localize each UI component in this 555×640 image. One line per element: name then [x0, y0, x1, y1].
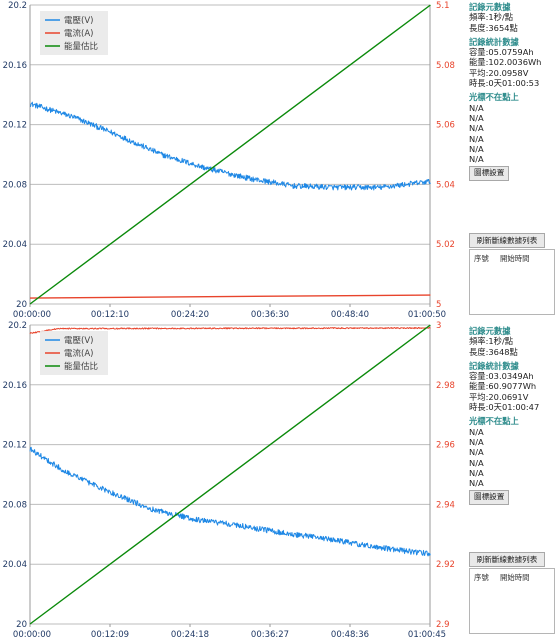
legend-settings-button[interactable]: 圖標設置 — [469, 490, 510, 505]
legend-entry: 電壓(V) — [64, 336, 93, 346]
y-right-tick-label: 2.94 — [436, 500, 455, 510]
voltage-chart-1[interactable]: 20 5 20.04 5.02 20.08 5.04 20.12 5.06 20.16 5.08 2… — [0, 0, 465, 320]
y-right-tick-label: 2.96 — [436, 441, 455, 451]
stats-title: 記錄統計數據 — [469, 36, 519, 47]
legend-entry: 電流(A) — [64, 28, 93, 39]
y-left-tick-label: 20.2 — [8, 321, 27, 331]
cursor-line: N/A — [469, 123, 484, 134]
col-start-time: 開始時間 — [500, 573, 530, 582]
y-left-tick-label: 20.2 — [8, 1, 27, 11]
refresh-list-button[interactable]: 刷新斷線數據列表 — [469, 552, 545, 567]
y-left-tick-label: 20.04 — [3, 560, 27, 570]
x-tick-label: 00:36:27 — [251, 630, 289, 640]
stats-line: 能量:102.0036Wh — [469, 57, 542, 68]
y-right-tick-label: 5.04 — [436, 180, 455, 190]
cursor-title: 光標不在點上 — [469, 416, 519, 427]
col-start-time: 開始時間 — [500, 254, 530, 263]
y-left-tick-label: 20.12 — [3, 441, 27, 451]
stats-line: 容量:05.0759Ah — [469, 47, 534, 58]
col-index: 序號 — [474, 573, 489, 582]
legend-entry: 電流(A) — [64, 348, 93, 359]
x-tick-label: 00:00:00 — [13, 310, 51, 320]
stats-line: 時長:0天01:00:53 — [469, 78, 540, 89]
legend-entry: 能量估比 — [64, 41, 98, 52]
voltage-chart-2[interactable]: 20 2.9 20.04 2.92 20.08 2.94 20.12 2.96 20.16 2.9… — [0, 320, 465, 640]
list-header: 序號 開始時間 — [470, 569, 554, 583]
x-tick-label: 01:00:50 — [408, 310, 446, 320]
cursor-line: N/A — [469, 436, 484, 447]
y-left-tick-label: 20.04 — [3, 240, 27, 250]
x-tick-label: 00:48:40 — [331, 310, 369, 320]
cursor-line: N/A — [469, 467, 484, 478]
y-right-tick-label: 5.08 — [436, 61, 455, 71]
stats-line: 時長:0天01:00:47 — [469, 402, 540, 413]
series-line-voltage — [29, 101, 431, 191]
cursor-line: N/A — [469, 102, 484, 113]
chart-panel-2: 20 2.9 20.04 2.92 20.08 2.94 20.12 2.96 20.16 2.9… — [0, 320, 555, 640]
series-line-energy-ratio — [29, 4, 431, 305]
segment-list[interactable]: 序號 開始時間 — [469, 568, 555, 634]
refresh-list-button[interactable]: 刷新斷線數據列表 — [469, 233, 545, 248]
x-tick-label: 00:00:00 — [13, 630, 51, 640]
cursor-line: N/A — [469, 426, 484, 437]
series-line-energy-ratio — [29, 324, 431, 625]
meta-line: 頻率:1秒/點 — [469, 12, 514, 23]
stats-sidebar-2: 記錄元數據 頻率:1秒/點 長度:3648點 記錄統計數據 容量:03.0349… — [469, 326, 555, 505]
stats-line: 容量:03.0349Ah — [469, 371, 534, 382]
cursor-line: N/A — [469, 447, 484, 458]
legend-settings-button[interactable]: 圖標設置 — [469, 166, 510, 181]
x-tick-label: 00:24:18 — [171, 630, 209, 640]
series-line-voltage — [29, 446, 431, 557]
y-right-tick-label: 2.92 — [436, 560, 455, 570]
y-right-tick-label: 5.1 — [436, 1, 450, 11]
x-tick-label: 00:36:30 — [251, 310, 289, 320]
stats-line: 平均:20.0958V — [469, 67, 529, 78]
col-index: 序號 — [474, 254, 489, 263]
y-left-tick-label: 20.12 — [3, 121, 27, 131]
y-right-tick-label: 5 — [436, 300, 441, 310]
y-left-tick-label: 20.16 — [3, 381, 27, 391]
cursor-title: 光標不在點上 — [469, 92, 519, 103]
chart-legend[interactable]: 電壓(V) 電流(A) 能量估比 — [40, 11, 108, 55]
cursor-line: N/A — [469, 133, 484, 144]
y-left-tick-label: 20.16 — [3, 61, 27, 71]
cursor-line: N/A — [469, 112, 484, 123]
x-tick-label: 00:48:36 — [331, 630, 369, 640]
y-right-tick-label: 2.98 — [436, 381, 455, 391]
legend-entry: 能量估比 — [64, 361, 98, 372]
meta-title: 記錄元數據 — [469, 326, 511, 336]
chart-legend[interactable]: 電壓(V) 電流(A) 能量估比 — [40, 331, 108, 375]
x-tick-label: 00:24:20 — [171, 310, 209, 320]
stats-title: 記錄統計數據 — [469, 360, 519, 371]
y-right-tick-label: 5.06 — [436, 121, 455, 131]
series-line-current — [29, 326, 431, 335]
x-tick-label: 00:12:10 — [91, 310, 129, 320]
segment-list[interactable]: 序號 開始時間 — [469, 249, 555, 315]
meta-title: 記錄元數據 — [469, 2, 511, 12]
cursor-line: N/A — [469, 143, 484, 154]
x-tick-label: 01:00:45 — [408, 630, 446, 640]
stats-sidebar-1: 記錄元數據 頻率:1秒/點 長度:3654點 記錄統計數據 容量:05.0759… — [469, 2, 555, 181]
cursor-line: N/A — [469, 154, 484, 165]
cursor-line: N/A — [469, 478, 484, 489]
y-right-tick-label: 3 — [436, 321, 441, 331]
y-left-tick-label: 20 — [16, 620, 27, 630]
y-right-tick-label: 5.02 — [436, 240, 455, 250]
meta-line: 頻率:1秒/點 — [469, 336, 514, 347]
chart-panel-1: 20 5 20.04 5.02 20.08 5.04 20.12 5.06 20.16 5.08 2… — [0, 0, 555, 320]
y-left-tick-label: 20.08 — [3, 500, 27, 510]
list-header: 序號 開始時間 — [470, 250, 554, 264]
cursor-line: N/A — [469, 457, 484, 468]
y-right-tick-label: 2.9 — [436, 620, 450, 630]
legend-entry: 電壓(V) — [64, 16, 93, 26]
stats-line: 平均:20.0691V — [469, 391, 529, 402]
meta-line: 長度:3654點 — [469, 22, 518, 33]
series-line-current — [29, 294, 431, 299]
y-left-tick-label: 20 — [16, 300, 27, 310]
y-left-tick-label: 20.08 — [3, 180, 27, 190]
stats-line: 能量:60.9077Wh — [469, 381, 537, 392]
meta-line: 長度:3648點 — [469, 346, 518, 357]
x-tick-label: 00:12:09 — [91, 630, 129, 640]
